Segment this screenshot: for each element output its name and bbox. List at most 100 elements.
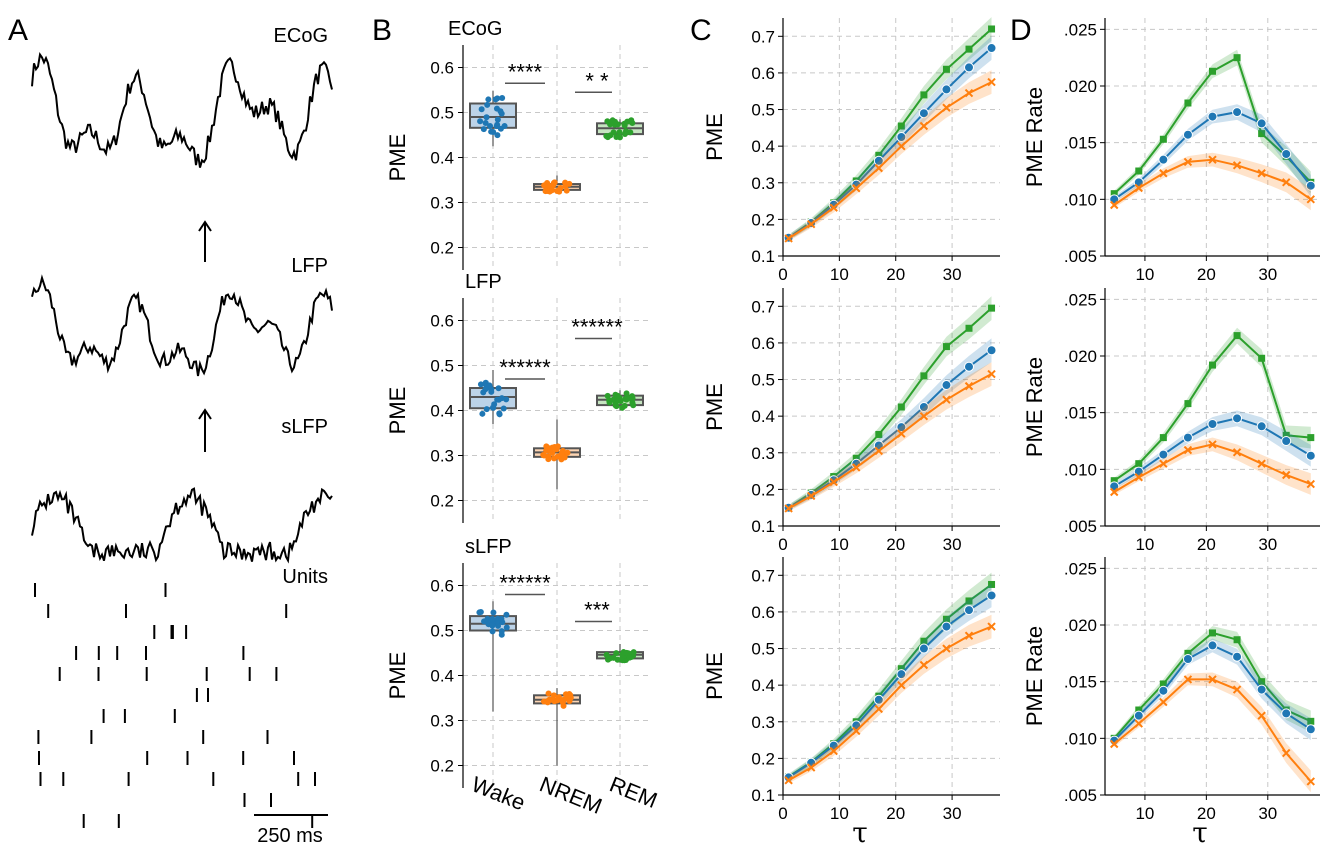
y-tick-label: 0.3 (751, 713, 775, 732)
y-tick-label: .005 (1064, 517, 1097, 536)
y-tick-label: .025 (1064, 290, 1097, 309)
y-tick-label: 0.5 (430, 357, 454, 376)
panel-d: 10 20 30 .005 .010 .015 .020 .025 PME Rate 10 20 30… (1022, 18, 1320, 823)
data-point (603, 133, 609, 139)
data-point (1208, 420, 1217, 429)
data-point (943, 343, 950, 350)
x-tick-label: 10 (830, 265, 849, 284)
confidence-band (1114, 639, 1311, 744)
data-point (987, 44, 996, 53)
data-point (1208, 112, 1217, 121)
panel-b: 0.20.30.40.50.6PMEECoG**** * *0.20.30.40.… (385, 18, 661, 819)
data-point (988, 25, 995, 32)
data-point (1160, 434, 1167, 441)
panel-a-traces (32, 55, 332, 828)
data-point (484, 406, 490, 412)
confidence-band (789, 70, 992, 241)
y-tick-label: 0.6 (430, 577, 454, 596)
y-tick-label: 0.4 (430, 402, 454, 421)
panel-letter-a: A (8, 14, 28, 47)
x-tick-label: 10 (830, 804, 849, 823)
data-point (1159, 155, 1168, 164)
data-point (479, 411, 485, 417)
trace-label-units: Units (282, 566, 328, 588)
confidence-band (789, 573, 992, 780)
y-axis-label: PME Rate (1022, 626, 1047, 726)
y-tick-label: 0.6 (751, 334, 775, 353)
data-point (556, 187, 562, 193)
sig-stars: ****** (571, 315, 623, 340)
data-point (1233, 108, 1242, 117)
y-tick-label: 0.7 (751, 27, 775, 46)
ecog-trace (32, 55, 332, 168)
y-tick-label: 0.1 (751, 517, 775, 536)
slfp-trace (32, 489, 332, 562)
y-tick-label: 0.7 (751, 566, 775, 585)
sig-stars: ****** (499, 571, 551, 596)
data-point (1306, 725, 1315, 734)
data-point (541, 698, 547, 704)
data-point (477, 118, 483, 124)
x-tick-label: 20 (886, 804, 905, 823)
data-point (499, 628, 505, 634)
trace-label-slfp: sLFP (281, 416, 328, 438)
data-point (987, 346, 996, 355)
x-tick-label: 10 (830, 535, 849, 554)
data-point (607, 400, 613, 406)
data-point (501, 406, 507, 412)
trace-label-ecog: ECoG (274, 25, 328, 47)
y-tick-label: .020 (1064, 77, 1097, 96)
data-point (1183, 130, 1192, 139)
data-point (1307, 434, 1314, 441)
y-tick-label: .005 (1064, 247, 1097, 266)
x-tick-label: REM (606, 771, 661, 812)
data-point (920, 91, 927, 98)
confidence-band (1114, 328, 1311, 484)
data-point (484, 102, 490, 108)
subplot-title: LFP (465, 271, 502, 293)
data-point (481, 618, 487, 624)
data-point (966, 325, 973, 332)
data-point (496, 410, 502, 416)
y-tick-label: 0.2 (430, 757, 454, 776)
confidence-band (1114, 673, 1311, 793)
data-point (604, 118, 610, 124)
y-tick-label: 0.3 (751, 444, 775, 463)
y-tick-label: 0.4 (751, 407, 775, 426)
data-point (604, 652, 610, 658)
data-point (481, 126, 487, 132)
y-tick-label: .010 (1064, 190, 1097, 209)
data-point (499, 95, 505, 101)
data-point (1282, 709, 1291, 718)
x-tick-label: 30 (943, 535, 962, 554)
data-point (965, 606, 974, 615)
data-point (1257, 119, 1266, 128)
y-axis-label: PME (385, 652, 410, 700)
x-tick-label: 30 (1258, 535, 1277, 554)
x-tick-label: 30 (943, 265, 962, 284)
y-tick-label: 0.3 (430, 447, 454, 466)
data-point (549, 187, 555, 193)
data-point (920, 372, 927, 379)
data-point (490, 610, 496, 616)
x-tick-label: 30 (943, 804, 962, 823)
y-tick-label: 0.5 (751, 371, 775, 390)
x-tick-label: 10 (1135, 265, 1154, 284)
data-point (562, 454, 568, 460)
sig-stars: ****** (499, 355, 551, 380)
y-tick-label: 0.1 (751, 786, 775, 805)
y-tick-label: 0.5 (430, 104, 454, 123)
data-point (480, 389, 486, 395)
lfp-trace (32, 278, 332, 376)
data-point (1209, 629, 1216, 636)
data-point (497, 108, 503, 114)
sig-stars: * * (585, 68, 609, 93)
data-point (485, 96, 491, 102)
data-point (554, 697, 560, 703)
data-point (987, 591, 996, 600)
data-point (562, 180, 568, 186)
y-tick-label: 0.4 (751, 676, 775, 695)
x-tick-label: 10 (1135, 535, 1154, 554)
y-tick-label: .020 (1064, 616, 1097, 635)
